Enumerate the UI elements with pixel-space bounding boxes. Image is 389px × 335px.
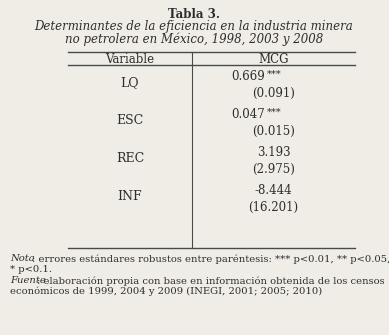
Text: : elaboración propia con base en información obtenida de los censos: : elaboración propia con base en informa… [37, 276, 385, 285]
Text: Nota: Nota [10, 254, 35, 263]
Text: económicos de 1999, 2004 y 2009 (INEGI, 2001; 2005; 2010): económicos de 1999, 2004 y 2009 (INEGI, … [10, 287, 322, 296]
Text: 3.193: 3.193 [257, 146, 290, 159]
Text: Tabla 3.: Tabla 3. [168, 8, 220, 21]
Text: : errores estándares robustos entre paréntesis: *** p<0.01, ** p<0.05,: : errores estándares robustos entre paré… [32, 254, 389, 264]
Text: REC: REC [116, 152, 144, 165]
Text: no petrolera en México, 1998, 2003 y 2008: no petrolera en México, 1998, 2003 y 200… [65, 32, 323, 46]
Text: (0.015): (0.015) [252, 125, 295, 137]
Text: LQ: LQ [121, 76, 139, 89]
Text: (2.975): (2.975) [252, 162, 295, 176]
Text: (0.091): (0.091) [252, 86, 295, 99]
Text: MCG: MCG [258, 53, 289, 66]
Text: Fuente: Fuente [10, 276, 46, 285]
Text: ESC: ESC [116, 115, 144, 128]
Text: 0.669: 0.669 [232, 70, 266, 83]
Text: * p<0.1.: * p<0.1. [10, 265, 52, 274]
Text: (16.201): (16.201) [249, 201, 299, 213]
Text: Variable: Variable [105, 53, 154, 66]
Text: ***: *** [266, 69, 281, 78]
Text: INF: INF [118, 191, 142, 203]
Text: Determinantes de la eficiencia en la industria minera: Determinantes de la eficiencia en la ind… [35, 20, 353, 33]
Text: -8.444: -8.444 [255, 185, 292, 198]
Text: ***: *** [266, 108, 281, 117]
Text: 0.047: 0.047 [232, 109, 266, 122]
